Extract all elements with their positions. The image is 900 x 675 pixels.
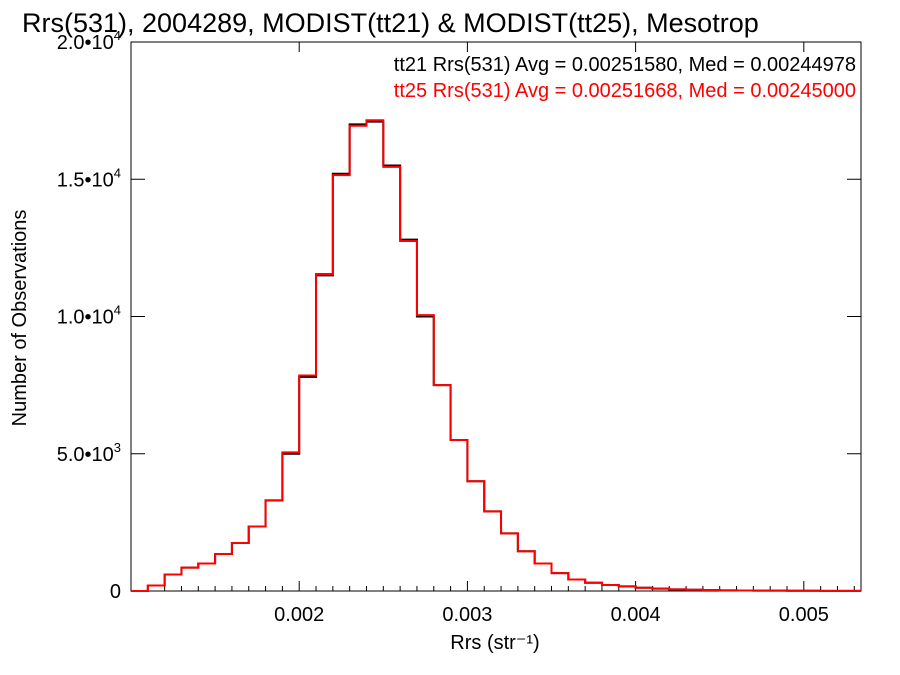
y-tick-label-base: 1.0•10 [57, 307, 114, 329]
annotation-tt21: tt21 Rrs(531) Avg = 0.00251580, Med = 0.… [394, 54, 856, 76]
x-tick-label: 0.003 [442, 604, 492, 626]
y-axis-label: Number of Observations [9, 210, 31, 427]
y-tick-label: 1.0•104 [57, 303, 121, 329]
x-axis-label: Rrs (str⁻¹) [450, 632, 539, 654]
x-tick-label: 0.002 [274, 604, 324, 626]
y-tick-label-exponent: 4 [114, 28, 121, 43]
y-tick-label: 5.0•103 [57, 440, 121, 466]
annotation-tt25: tt25 Rrs(531) Avg = 0.00251668, Med = 0.… [394, 80, 856, 102]
y-tick-label-base: 2.0•10 [57, 32, 114, 54]
y-tick-label-exponent: 3 [114, 440, 121, 455]
y-tick-label-base: 1.5•10 [57, 169, 114, 191]
y-tick-label: 0 [110, 581, 121, 603]
series-line-tt21 [131, 120, 861, 592]
x-tick-label: 0.004 [611, 604, 661, 626]
y-tick-label-exponent: 4 [114, 165, 121, 180]
y-tick-label: 2.0•104 [57, 28, 121, 54]
y-tick-label-base: 5.0•10 [57, 444, 114, 466]
chart-title: Rrs(531), 2004289, MODIST(tt21) & MODIST… [22, 8, 759, 38]
x-minor-ticks [147, 586, 855, 591]
y-tick-label-exponent: 4 [114, 303, 121, 318]
plot-frame [130, 41, 862, 592]
x-axis-ticks: 0.002 0.003 0.004 0.005 [147, 42, 855, 626]
y-tick-label: 1.5•104 [57, 165, 121, 191]
y-tick-label-base: 0 [110, 581, 121, 603]
x-tick-label: 0.005 [779, 604, 829, 626]
series-line-tt25 [131, 119, 861, 592]
series-group [131, 119, 861, 592]
